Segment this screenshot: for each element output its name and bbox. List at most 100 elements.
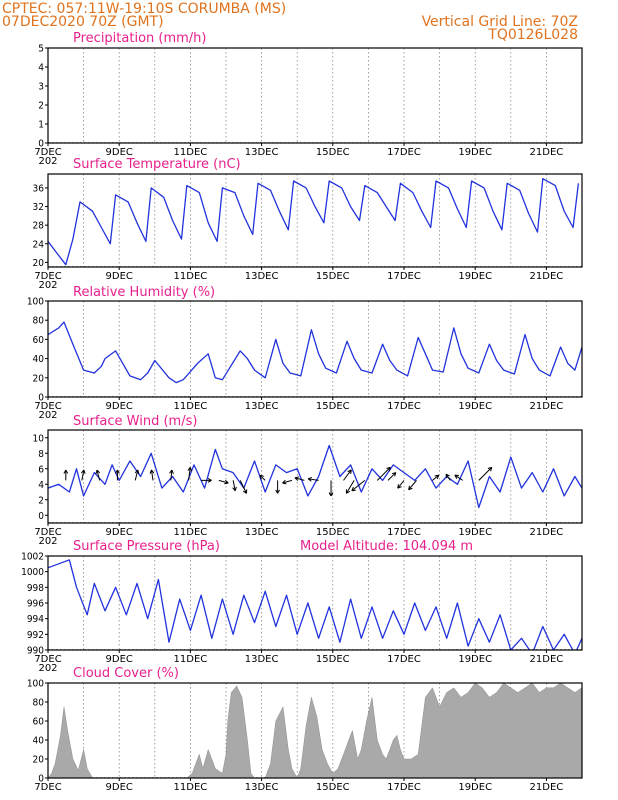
wind-arrow-head: [149, 469, 152, 474]
series-line: [48, 321, 582, 384]
wind-arrow-head: [189, 467, 193, 472]
panel-frame: [47, 682, 583, 779]
x-tick-label: 19DEC: [458, 527, 492, 538]
wind-arrow-head: [391, 472, 396, 475]
panel-title: Precipitation (mm/h): [73, 31, 206, 46]
x-tick-label: 19DEC: [458, 654, 492, 665]
y-tick-label: 3: [38, 82, 44, 93]
wind-arrow-head: [330, 492, 334, 497]
wind-arrow-head: [307, 476, 313, 480]
wind-arrow-shaft: [239, 480, 247, 494]
panel-title: Surface Pressure (hPa): [73, 539, 220, 554]
wind-arrow-head: [347, 469, 352, 473]
x-tick-label: 15DEC: [316, 782, 350, 793]
y-tick-label: 1: [38, 120, 44, 131]
wind-arrow-head: [436, 474, 440, 480]
wind-arrow-head: [83, 469, 86, 474]
plot-data: [48, 683, 582, 778]
panel-precip: 0 1 2 3 4 5 7DEC 9DEC 11DEC 13DEC 15DEC 17DEC 19DEC 2…: [34, 31, 583, 167]
panel-cloud: 0 20 40 60 80 100 7DEC 9DEC 11DEC 13DEC 15DEC 17DEC…: [27, 666, 583, 793]
panel-frame: [47, 429, 583, 524]
x-tick-label: 9DEC: [106, 147, 133, 158]
wind-arrow-shaft: [387, 472, 397, 481]
x-tick-label: 15DEC: [316, 654, 350, 665]
header-grid-note: Vertical Grid Line: 70Z: [422, 14, 578, 30]
wind-arrow-head: [408, 487, 413, 491]
y-tick-label: 80: [33, 698, 45, 709]
wind-arrow-head: [259, 475, 262, 480]
wind-arrow-head: [242, 490, 247, 494]
y-tick-label: 32: [33, 202, 44, 213]
x-year-stub: 202: [38, 156, 57, 167]
wind-arrow-head: [207, 479, 212, 483]
wind-arrow-head: [96, 469, 101, 474]
wind-arrow-shaft: [432, 474, 440, 481]
wind-arrow-head: [63, 469, 67, 474]
x-tick-label: 9DEC: [106, 654, 133, 665]
wind-arrow-shaft: [343, 469, 352, 481]
x-tick-label: 7DEC: [34, 271, 61, 282]
wind-arrow-head: [65, 469, 69, 474]
wind-arrow-shaft: [454, 474, 464, 481]
wind-arrow-shaft: [408, 480, 417, 491]
wind-arrow-shaft: [376, 467, 391, 481]
wind-arrow-head: [134, 469, 139, 474]
x-tick-label: 7DEC: [34, 654, 61, 665]
wind-arrow-head: [454, 474, 458, 479]
y-tick-label: 28: [33, 221, 45, 232]
panel-title: Relative Humidity (%): [73, 285, 215, 300]
wind-arrow-shaft: [188, 467, 191, 481]
wind-arrow-shaft: [170, 469, 173, 481]
wind-arrow-shaft: [282, 479, 292, 484]
x-tick-label: 9DEC: [106, 527, 133, 538]
y-tick-label: 996: [27, 599, 44, 610]
x-tick-label: 17DEC: [387, 271, 421, 282]
x-tick-label: 21DEC: [530, 147, 564, 158]
x-year-stub: 202: [38, 536, 57, 547]
x-tick-label: 7DEC: [34, 147, 61, 158]
wind-arrow-head: [225, 479, 229, 484]
wind-arrow-shaft: [150, 469, 154, 481]
header-date: 07DEC2020 70Z (GMT): [2, 14, 164, 30]
y-tick-label: 0: [38, 774, 44, 785]
x-tick-label: 15DEC: [316, 401, 350, 412]
wind-arrow-shaft: [134, 469, 139, 481]
wind-arrow-head: [224, 482, 229, 485]
x-tick-label: 19DEC: [458, 271, 492, 282]
wind-arrow-head: [487, 466, 492, 469]
x-tick-label: 17DEC: [387, 782, 421, 793]
y-tick-label: 1002: [21, 552, 44, 563]
wind-arrow-head: [80, 469, 85, 474]
wind-arrow-shaft: [232, 480, 236, 491]
x-tick-label: 11DEC: [174, 527, 208, 538]
x-tick-label: 21DEC: [530, 271, 564, 282]
y-tick-label: 1000: [21, 567, 44, 578]
wind-arrow-head: [171, 469, 174, 474]
x-tick-label: 21DEC: [530, 654, 564, 665]
x-tick-label: 15DEC: [316, 147, 350, 158]
x-tick-label: 15DEC: [316, 271, 350, 282]
plot-data: [48, 178, 580, 266]
wind-arrow-head: [232, 487, 236, 492]
wind-arrow-head: [234, 486, 237, 491]
wind-arrow-head: [328, 492, 332, 497]
wind-arrow-shaft: [308, 478, 319, 481]
x-tick-label: 21DEC: [530, 527, 564, 538]
wind-arrow-shaft: [351, 479, 366, 492]
wind-arrow-head: [394, 472, 397, 477]
panel-temperature: 20 24 28 32 36 7DEC 9DEC 11DEC 13DEC 15DEC 17DEC 19…: [33, 157, 583, 291]
wind-arrow-head: [386, 466, 391, 469]
wind-arrow-head: [282, 482, 287, 485]
panel-title: Cloud Cover (%): [73, 666, 179, 681]
series-line: [48, 178, 580, 266]
y-tick-label: 10: [33, 433, 45, 444]
y-tick-label: 20: [33, 755, 45, 766]
y-tick-label: 0: [38, 139, 44, 150]
y-tick-label: 992: [27, 630, 44, 641]
y-tick-label: 8: [38, 449, 44, 460]
panel-wind: 0 2 4 6 8 10 7DEC 9DEC 11DEC 13DEC 15DEC 17DEC 19DEC…: [33, 414, 583, 547]
y-tick-label: 40: [33, 354, 45, 365]
panel-title: Surface Wind (m/s): [73, 414, 197, 429]
x-tick-label: 9DEC: [106, 401, 133, 412]
